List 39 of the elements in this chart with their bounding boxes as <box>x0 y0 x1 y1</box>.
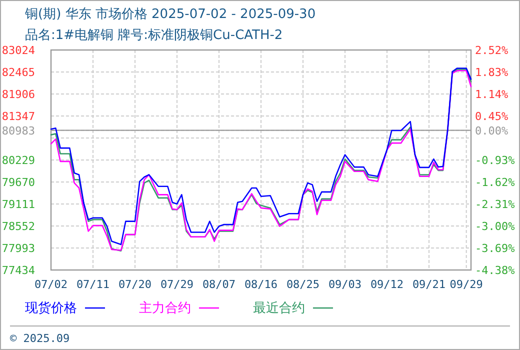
x-tick-label: 07/02 <box>34 278 68 291</box>
x-tick-label: 09/29 <box>450 278 483 291</box>
chart-title: 铜(期) 华东 市场价格 2025-07-02 - 2025-09-30 <box>24 7 316 22</box>
x-tick-label: 07/20 <box>118 278 152 291</box>
legend-label: 最近合约 <box>253 301 305 316</box>
y-tick-label: 79111 <box>2 198 35 211</box>
y-tick-label: 77993 <box>2 242 35 255</box>
y2-tick-label: 1.83% <box>475 66 508 79</box>
y-tick-label: 81906 <box>2 88 35 101</box>
text: © 2025.09 <box>10 332 70 345</box>
y-tick-label: 77434 <box>2 264 36 277</box>
y-tick-label: 81347 <box>2 110 35 123</box>
y-tick-label: 82465 <box>2 66 35 79</box>
y2-tick-label: -4.38% <box>475 264 516 277</box>
y2-tick-label: -2.31% <box>475 198 516 211</box>
x-tick-label: 09/12 <box>370 278 404 291</box>
y2-tick-label: -0.93% <box>475 154 516 167</box>
chart-subtitle: 品名:1#电解铜 牌号:标准阴极铜Cu-CATH-2 <box>25 28 283 43</box>
legend-label: 主力合约 <box>139 300 191 316</box>
legend-label: 现货价格 <box>25 301 77 316</box>
x-tick-label: 07/29 <box>160 278 194 291</box>
x-tick-label: 09/21 <box>412 278 446 291</box>
y-tick-label: 80229 <box>2 154 35 167</box>
y-tick-label: 79670 <box>2 176 35 189</box>
x-tick-label: 09/03 <box>328 278 362 291</box>
y2-tick-label: 0.00% <box>475 124 508 138</box>
x-tick-label: 08/07 <box>202 278 236 291</box>
y-tick-label: 78552 <box>2 220 35 233</box>
x-tick-label: 07/11 <box>76 278 110 291</box>
x-tick-label: 08/25 <box>286 278 320 291</box>
y2-tick-label: -1.62% <box>475 176 516 189</box>
x-tick-label: 08/16 <box>244 278 278 291</box>
y2-tick-label: 2.52% <box>475 44 508 57</box>
y2-tick-label: -3.00% <box>475 220 516 233</box>
y-tick-label: 80983 <box>2 124 35 138</box>
y2-tick-label: 0.45% <box>475 110 508 123</box>
y2-tick-label: -3.69% <box>475 242 516 255</box>
y2-tick-label: 1.14% <box>475 88 508 101</box>
y-tick-label: 83024 <box>2 44 36 57</box>
